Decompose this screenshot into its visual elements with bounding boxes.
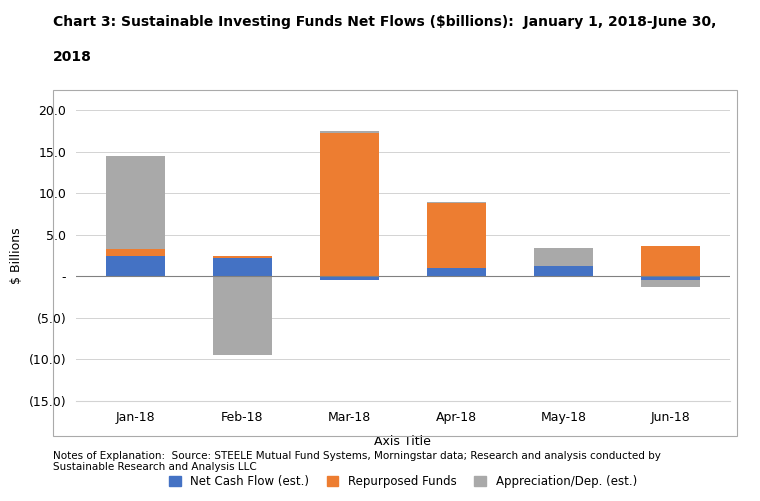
Bar: [213, 256, 271, 258]
X-axis label: Axis Title: Axis Title: [375, 435, 431, 447]
Bar: [534, 267, 593, 276]
Bar: [106, 156, 165, 249]
Text: 2018: 2018: [53, 50, 92, 64]
Bar: [534, 248, 593, 267]
Bar: [320, 133, 378, 276]
Y-axis label: $ Billions: $ Billions: [10, 227, 23, 284]
Legend: Net Cash Flow (est.), Repurposed Funds, Appreciation/Dep. (est.): Net Cash Flow (est.), Repurposed Funds, …: [164, 470, 641, 493]
Bar: [106, 256, 165, 276]
Bar: [106, 249, 165, 256]
Bar: [213, 258, 271, 276]
Bar: [427, 268, 486, 276]
Bar: [427, 201, 486, 203]
Text: Notes of Explanation:  Source: STEELE Mutual Fund Systems, Morningstar data; Res: Notes of Explanation: Source: STEELE Mut…: [53, 451, 661, 472]
Bar: [641, 276, 700, 281]
Bar: [213, 276, 271, 355]
Bar: [641, 281, 700, 287]
Bar: [427, 203, 486, 268]
Bar: [641, 246, 700, 276]
Text: Chart 3: Sustainable Investing Funds Net Flows ($billions):  January 1, 2018-Jun: Chart 3: Sustainable Investing Funds Net…: [53, 15, 717, 29]
Bar: [320, 276, 378, 281]
Bar: [320, 131, 378, 133]
